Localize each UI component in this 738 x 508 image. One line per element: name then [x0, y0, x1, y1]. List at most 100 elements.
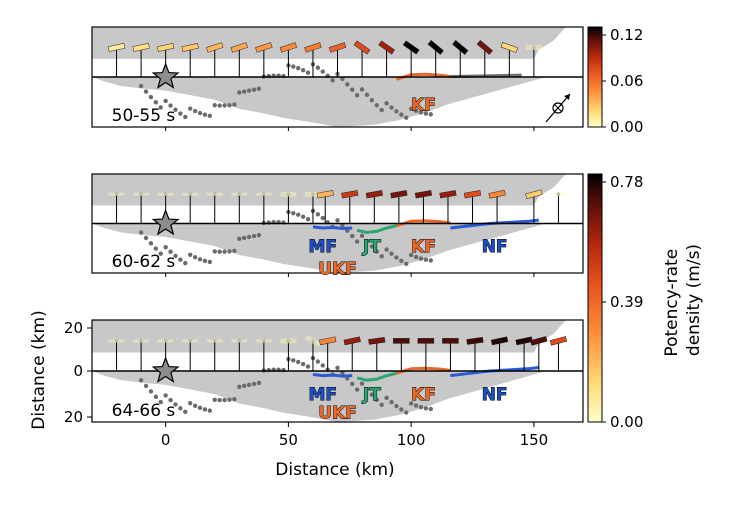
fault-label-nf: NF [482, 385, 508, 405]
aftershock-dot [379, 254, 384, 259]
aftershock-dot [212, 249, 217, 254]
potency-rate-bar [108, 192, 125, 196]
x-tick-label: 0 [161, 431, 171, 449]
colorbar-tick-label: 0.06 [610, 72, 643, 90]
colorbar-2 [587, 173, 603, 423]
aftershock-dot [350, 87, 355, 92]
aftershock-dot [158, 399, 163, 405]
aftershock-dot [173, 402, 178, 407]
aftershock-dot [369, 392, 375, 397]
aftershock-dot [232, 102, 237, 107]
aftershock-dot [413, 254, 419, 260]
aftershock-dot [300, 67, 306, 73]
axes-frame [91, 173, 584, 274]
land-area-north [92, 174, 566, 206]
aftershock-dot [354, 93, 360, 98]
aftershock-dot [354, 239, 360, 244]
aftershock-dot [256, 380, 262, 386]
aftershock-dot [202, 258, 208, 264]
aftershock-dot [197, 257, 203, 262]
aftershock-dot [404, 410, 409, 415]
y-axis-ticks: 20 0 20 [64, 319, 92, 426]
potency-rate-bar [414, 190, 433, 199]
aftershock-dot [340, 223, 345, 228]
time-window-label: 64-66 s [112, 401, 176, 421]
potency-rate-bar [132, 43, 150, 52]
aftershock-dot [178, 406, 183, 411]
aftershock-dot [315, 212, 321, 217]
aftershock-dot [227, 249, 232, 254]
aftershock-dot [389, 251, 394, 256]
aftershock-dot [168, 249, 173, 254]
aftershock-dot [222, 397, 227, 403]
aftershock-dot [158, 251, 163, 256]
station-marker [212, 339, 217, 343]
potency-rate-bar [393, 338, 410, 344]
potency-rate-bar [157, 192, 174, 196]
station-marker [188, 192, 192, 197]
potency-rate-bar [231, 339, 248, 343]
aftershock-dot [202, 112, 208, 117]
potency-rate-bar [157, 339, 174, 343]
aftershock-dot [340, 76, 345, 82]
fault-label-ukf: UKF [318, 260, 357, 280]
aftershock-dot [192, 108, 198, 114]
aftershock-dot [345, 82, 350, 87]
x-tick-label: 100 [397, 431, 426, 449]
aftershock-dot [413, 403, 419, 408]
fault-label-ukf: UKF [318, 404, 357, 424]
potency-rate-bar [490, 336, 509, 346]
y-tick-label: 0 [73, 362, 83, 380]
potency-rate-bar [549, 336, 568, 346]
y-axis-label: Distance (km) [29, 310, 49, 429]
x-axis-ticks: 0 50 100 150 [161, 127, 548, 449]
colorbar-label-line-1: Potency-rate [662, 249, 682, 357]
potency-rate-bar [390, 190, 408, 199]
aftershock-dot [379, 402, 384, 407]
station-marker [532, 45, 536, 50]
aftershock-dot [148, 389, 154, 394]
land-area-south [92, 77, 559, 127]
potency-rate-bar [157, 43, 175, 52]
potency-rate-bar [417, 338, 435, 344]
aftershock-dot [138, 378, 144, 383]
time-window-label: 50-55 s [112, 106, 176, 126]
aftershock-dot [369, 244, 375, 249]
aftershock-dot [335, 365, 340, 370]
aftershock-dot [237, 236, 242, 242]
fault-label-jt: JT [362, 385, 381, 405]
aftershock-dot [207, 113, 213, 119]
aftershock-dot [256, 232, 262, 238]
aftershock-dot [389, 105, 394, 110]
aftershock-dot [227, 397, 232, 402]
aftershock-dot [251, 381, 257, 387]
y-tick-label: 20 [64, 408, 83, 426]
aftershock-dot [428, 258, 433, 263]
aftershock-dot [408, 401, 414, 406]
aftershock-dot [296, 212, 301, 217]
aftershock-dot [399, 258, 404, 264]
aftershock-dot [374, 249, 379, 254]
aftershock-dot [251, 233, 257, 239]
potency-rate-bar [133, 192, 150, 196]
aftershock-dot [340, 370, 345, 376]
potency-rate-bar [525, 189, 543, 200]
aftershock-dot [237, 90, 242, 95]
aftershock-dot [404, 261, 409, 266]
aftershock-dot [212, 102, 217, 108]
aftershock-dot [212, 397, 217, 402]
aftershock-dot [138, 230, 144, 235]
aftershock-dot [305, 364, 311, 369]
potency-rate-bar [182, 192, 199, 196]
aftershock-dot [242, 89, 247, 94]
aftershock-dot [369, 97, 375, 103]
potency-rate-bar [476, 40, 493, 55]
aftershock-dot [320, 69, 325, 74]
land-area-north [92, 320, 566, 353]
aftershock-dot [296, 65, 301, 71]
aftershock-dot [222, 249, 227, 254]
potency-rate-bar [365, 190, 383, 199]
colorbar-label: Potency-rate density (m/s) [662, 243, 704, 356]
aftershock-dot [359, 87, 365, 92]
